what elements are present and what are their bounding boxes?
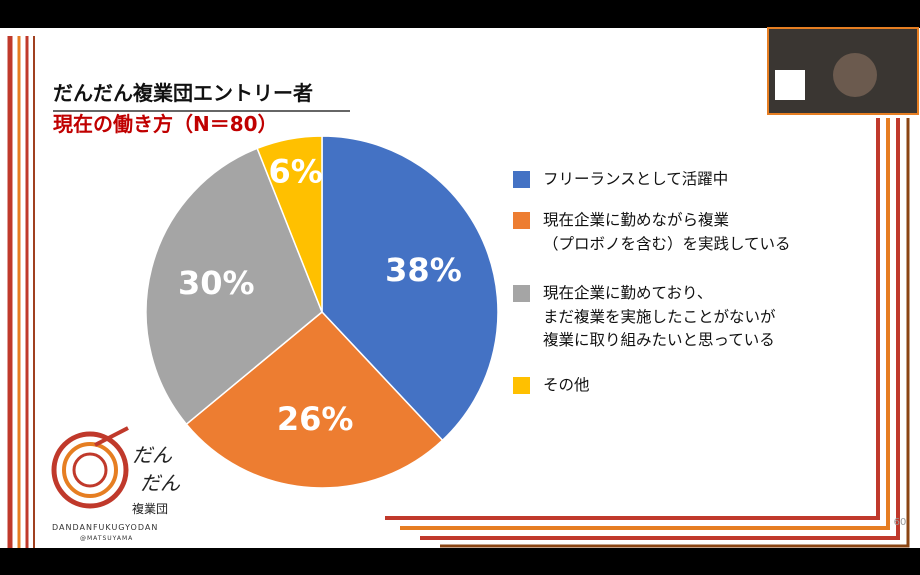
legend-label: その他 — [543, 376, 590, 394]
chart-subtitle: 現在の働き方（N＝80） — [53, 112, 278, 136]
legend-label: 現在企業に勤めながら複業 （プロボノを含む）を実践している — [543, 211, 791, 253]
logo-text: 複業団 — [132, 501, 168, 516]
legend-label: 現在企業に勤めており、 まだ複業を実施したことがないが 複業に取り組みたいと思っ… — [543, 284, 776, 349]
pie-slice — [256, 135, 323, 313]
logo-text: @MATSUYAMA — [80, 535, 133, 542]
legend-swatch — [513, 212, 530, 229]
logo-text: DANDANFUKUGYODAN — [52, 523, 158, 532]
qr-code — [775, 70, 805, 100]
data-label: 30% — [178, 264, 255, 302]
data-label: 38% — [385, 251, 462, 289]
data-label: 26% — [277, 400, 354, 438]
legend-swatch — [513, 377, 530, 394]
webcam-person — [833, 53, 877, 97]
bottom-stripes — [385, 118, 910, 548]
pie-slice — [185, 310, 444, 489]
legend-swatch — [513, 285, 530, 302]
chart-title: だんだん複業団エントリー者 — [53, 81, 313, 105]
pie-slice — [321, 135, 499, 442]
left-stripes — [7, 36, 35, 548]
legend-label: フリーランスとして活躍中 — [543, 170, 729, 188]
data-label: 6% — [268, 153, 322, 191]
page-number: 60 — [894, 517, 907, 528]
logo-text: だん — [140, 471, 181, 495]
legend-swatch — [513, 171, 530, 188]
logo — [51, 426, 129, 509]
logo-text: だん — [132, 443, 173, 467]
pie-slice — [145, 147, 323, 426]
